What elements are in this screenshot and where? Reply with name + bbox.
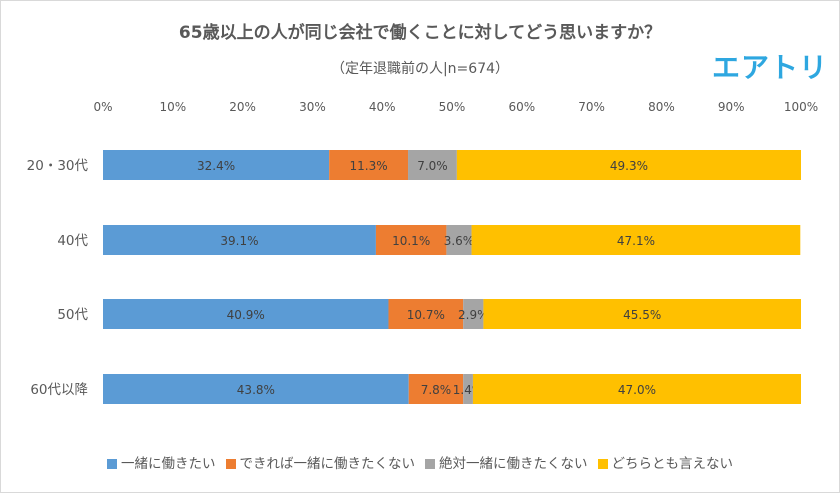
category-label: 60代以降: [30, 382, 88, 398]
data-label: 49.3%: [610, 159, 648, 173]
bar-segment: [483, 299, 801, 329]
data-label: 43.8%: [237, 383, 275, 397]
data-label: 2.9%: [458, 308, 489, 322]
legend-item: どちらとも言えない: [597, 452, 734, 472]
brand-logo: エアトリ: [712, 51, 829, 84]
x-tick-label: 0%: [93, 100, 112, 114]
data-label: 39.1%: [220, 234, 258, 248]
bar-segment: [463, 299, 484, 329]
bar-segment: [472, 374, 801, 404]
data-label: 7.0%: [417, 159, 448, 173]
bar-segment: [456, 150, 801, 180]
bar-segment: [446, 225, 472, 255]
legend-item: できれば一緒に働きたくない: [225, 452, 416, 472]
legend-label: できれば一緒に働きたくない: [239, 456, 416, 472]
bar-segment: [103, 374, 409, 404]
bar-segment: [471, 225, 801, 255]
x-tick-label: 70%: [578, 100, 605, 114]
category-label: 20・30代: [27, 158, 89, 174]
category-label: 50代: [57, 307, 88, 323]
x-tick-label: 50%: [439, 100, 466, 114]
data-label: 3.6%: [444, 234, 475, 248]
legend-swatch: [107, 459, 117, 469]
data-label: 32.4%: [197, 159, 235, 173]
legend-item: 絶対一緒に働きたくない: [425, 452, 588, 472]
bar-segment: [463, 374, 473, 404]
bar-segment: [375, 225, 447, 255]
bar-segment: [408, 374, 464, 404]
data-label: 47.0%: [618, 383, 656, 397]
chart-title: 65歳以上の人が同じ会社で働くことに対してどう思いますか？: [178, 23, 662, 43]
x-tick-label: 40%: [369, 100, 396, 114]
data-label: 7.8%: [421, 383, 452, 397]
bar-segment: [388, 299, 464, 329]
legend-item: 一緒に働きたい: [107, 452, 216, 472]
legend-label: 絶対一緒に働きたくない: [439, 456, 588, 472]
bar-segment: [408, 150, 457, 180]
bar-segment: [329, 150, 409, 180]
data-label: 11.3%: [350, 159, 388, 173]
x-tick-label: 10%: [159, 100, 186, 114]
data-label: 45.5%: [623, 308, 661, 322]
data-label: 40.9%: [227, 308, 265, 322]
legend-swatch: [597, 459, 608, 469]
bar-segment: [103, 299, 389, 329]
legend-swatch: [225, 459, 236, 469]
x-tick-label: 30%: [299, 100, 326, 114]
chart-subtitle: （定年退職前の人|n=674）: [330, 61, 510, 77]
x-tick-label: 20%: [229, 100, 256, 114]
legend-label: 一緒に働きたい: [121, 456, 216, 472]
data-label: 10.1%: [392, 234, 430, 248]
legend-swatch: [425, 459, 435, 469]
x-tick-label: 60%: [508, 100, 535, 114]
legend: 一緒に働きたい できれば一緒に働きたくない 絶対一緒に働きたくない どちらとも言えない: [0, 452, 840, 472]
x-tick-label: 90%: [718, 100, 745, 114]
data-label: 10.7%: [407, 308, 445, 322]
category-label: 40代: [57, 233, 88, 249]
bar-segment: [103, 150, 330, 180]
data-label: 47.1%: [617, 234, 655, 248]
bar-segment: [103, 225, 376, 255]
legend-label: どちらとも言えない: [611, 456, 734, 472]
x-tick-label: 100%: [784, 100, 818, 114]
x-tick-label: 80%: [648, 100, 675, 114]
